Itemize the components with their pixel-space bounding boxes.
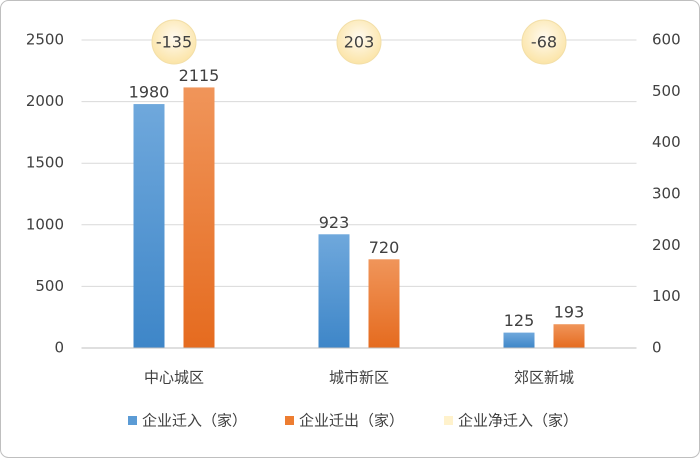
x-tick-label: 郊区新城 [514, 369, 574, 387]
y2-tick-label: 300 [652, 185, 681, 203]
y-tick-label: 1000 [26, 215, 64, 233]
data-label: 193 [554, 303, 585, 322]
legend-label: 企业净迁入（家） [458, 412, 578, 430]
legend-swatch [128, 416, 137, 425]
bar [318, 234, 350, 348]
legend-label: 企业迁入（家） [142, 412, 247, 430]
y2-tick-label: 0 [652, 339, 662, 357]
bar [503, 332, 535, 348]
y-tick-label: 2500 [26, 31, 64, 49]
bar [183, 87, 215, 348]
net-bubble [521, 19, 567, 65]
y2-tick-label: 600 [652, 31, 681, 49]
y-tick-label: 500 [35, 277, 64, 295]
bubble-label: -135 [156, 33, 192, 52]
bar [133, 104, 165, 349]
y2-tick-label: 100 [652, 287, 681, 305]
legend-swatch [444, 416, 453, 425]
bubble-label: 203 [344, 33, 375, 52]
bar [368, 259, 400, 348]
bubble-label: -68 [531, 33, 557, 52]
y-tick-label: 1500 [26, 154, 64, 172]
y2-tick-label: 500 [652, 82, 681, 100]
data-label: 923 [319, 213, 350, 232]
y2-tick-label: 400 [652, 133, 681, 151]
net-bubble [336, 19, 382, 65]
data-label: 720 [369, 238, 400, 257]
y2-tick-label: 200 [652, 236, 681, 254]
y-tick-label: 2000 [26, 92, 64, 110]
data-label: 1980 [129, 83, 170, 102]
data-label: 2115 [179, 66, 220, 85]
x-tick-label: 中心城区 [144, 369, 204, 387]
legend-swatch [285, 416, 294, 425]
bar [553, 324, 585, 348]
net-bubble [151, 19, 197, 65]
y-tick-label: 0 [54, 339, 64, 357]
data-label: 125 [504, 311, 535, 330]
x-tick-label: 城市新区 [329, 369, 389, 387]
legend-label: 企业迁出（家） [299, 412, 404, 430]
